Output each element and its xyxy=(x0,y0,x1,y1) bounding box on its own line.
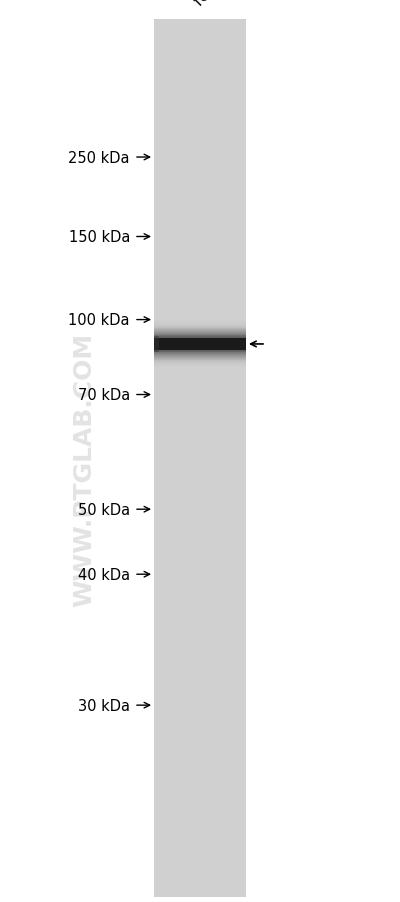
Bar xyxy=(154,332,246,357)
Bar xyxy=(154,322,246,367)
Text: 70 kDa: 70 kDa xyxy=(78,388,130,402)
Text: 100 kDa: 100 kDa xyxy=(68,313,130,327)
Bar xyxy=(154,335,246,354)
Bar xyxy=(154,337,246,352)
Bar xyxy=(154,331,246,358)
Text: 150 kDa: 150 kDa xyxy=(69,230,130,244)
Text: WWW.PTGLAB.COM: WWW.PTGLAB.COM xyxy=(72,332,96,606)
Bar xyxy=(154,336,246,354)
Bar xyxy=(154,323,246,366)
Bar xyxy=(154,333,246,356)
Bar xyxy=(154,325,246,364)
Text: 40 kDa: 40 kDa xyxy=(78,567,130,582)
Text: fetal human brain: fetal human brain xyxy=(191,0,304,9)
Bar xyxy=(154,20,246,897)
Bar xyxy=(154,328,246,361)
Bar xyxy=(154,336,159,352)
Bar xyxy=(154,327,246,363)
Text: 50 kDa: 50 kDa xyxy=(78,502,130,517)
Bar xyxy=(154,324,246,365)
Text: 250 kDa: 250 kDa xyxy=(68,151,130,165)
Bar xyxy=(154,338,246,351)
Bar xyxy=(154,327,246,362)
Text: 30 kDa: 30 kDa xyxy=(78,698,130,713)
Bar xyxy=(154,334,246,355)
Bar xyxy=(154,330,246,359)
Bar xyxy=(154,326,246,364)
Bar xyxy=(154,338,246,350)
Bar xyxy=(154,336,246,353)
Bar xyxy=(154,321,246,368)
Bar xyxy=(154,329,246,360)
